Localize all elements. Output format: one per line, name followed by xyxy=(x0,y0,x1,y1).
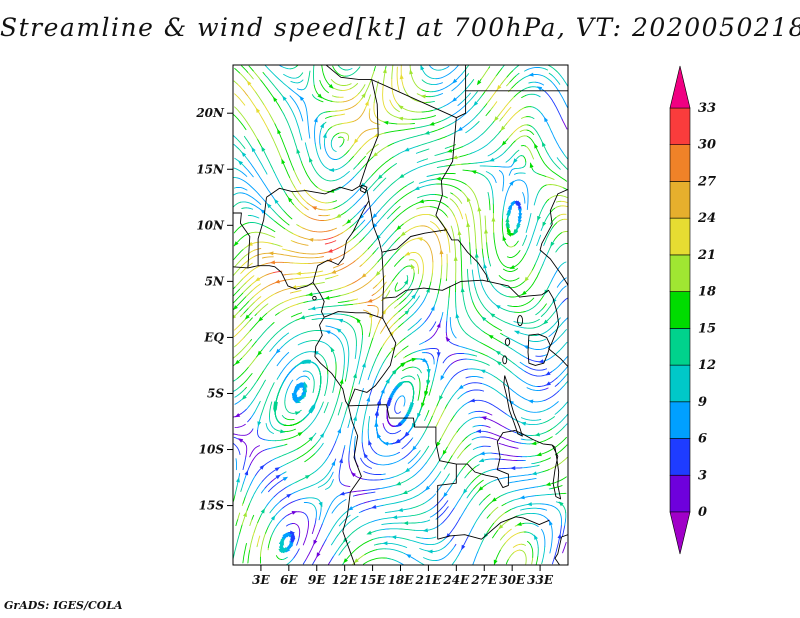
lat-tick-label: 5N xyxy=(205,274,225,288)
lon-tick-label: 15E xyxy=(360,573,387,587)
streamlines-layer xyxy=(233,65,568,565)
colorbar-box xyxy=(669,291,691,329)
colorbar-box xyxy=(669,254,691,292)
lat-tick-label: 10S xyxy=(199,443,225,457)
lon-tick-label: 30E xyxy=(499,573,526,587)
colorbar: 0 3 6 9 12 15 18 21 24 27 30 33 xyxy=(669,65,716,555)
lat-tick-label: EQ xyxy=(203,330,224,344)
lat-tick-label: 15S xyxy=(199,499,225,513)
colorbar-above-arrow xyxy=(669,65,691,109)
lat-tick-label: 10N xyxy=(196,218,225,232)
colorbar-label: 24 xyxy=(697,211,716,226)
colorbar-box xyxy=(669,438,691,476)
grads-credit: GrADS: IGES/COLA xyxy=(4,599,123,612)
map-borders xyxy=(233,65,568,565)
colorbar-box xyxy=(669,474,691,513)
chart-title: Streamline & wind speed[kt] at 700hPa, V… xyxy=(0,13,800,42)
colorbar-label: 21 xyxy=(697,248,716,263)
colorbar-box xyxy=(669,107,691,146)
colorbar-label: 9 xyxy=(698,395,707,410)
colorbar-label: 12 xyxy=(698,358,716,373)
colorbar-label: 0 xyxy=(698,505,707,520)
lat-tick-label: 15N xyxy=(196,162,225,176)
colorbar-label: 15 xyxy=(698,321,716,336)
lon-tick-label: 33E xyxy=(527,573,554,587)
lon-tick-label: 6E xyxy=(280,573,298,587)
colorbar-box xyxy=(669,401,691,439)
colorbar-label: 30 xyxy=(698,138,716,153)
colorbar-box xyxy=(669,328,691,366)
colorbar-below-arrow xyxy=(669,511,691,555)
colorbar-box xyxy=(669,364,691,403)
lon-tick-label: 9E xyxy=(308,573,326,587)
colorbar-box xyxy=(669,181,691,219)
colorbar-box xyxy=(669,144,691,182)
colorbar-label: 6 xyxy=(698,432,707,447)
lat-tick-label: 5S xyxy=(207,386,224,400)
lat-tick-label: 20N xyxy=(195,106,225,120)
colorbar-label: 27 xyxy=(697,174,716,189)
lon-tick-label: 24E xyxy=(442,573,470,587)
colorbar-label: 18 xyxy=(698,285,716,300)
colorbar-box xyxy=(669,217,691,256)
lon-tick-label: 27E xyxy=(470,573,498,587)
lon-tick-label: 12E xyxy=(332,573,359,587)
lon-tick-label: 21E xyxy=(414,573,442,587)
colorbar-label: 33 xyxy=(698,101,716,116)
lon-tick-label: 3E xyxy=(252,573,270,587)
lon-tick-label: 18E xyxy=(388,573,415,587)
colorbar-label: 3 xyxy=(698,468,707,483)
